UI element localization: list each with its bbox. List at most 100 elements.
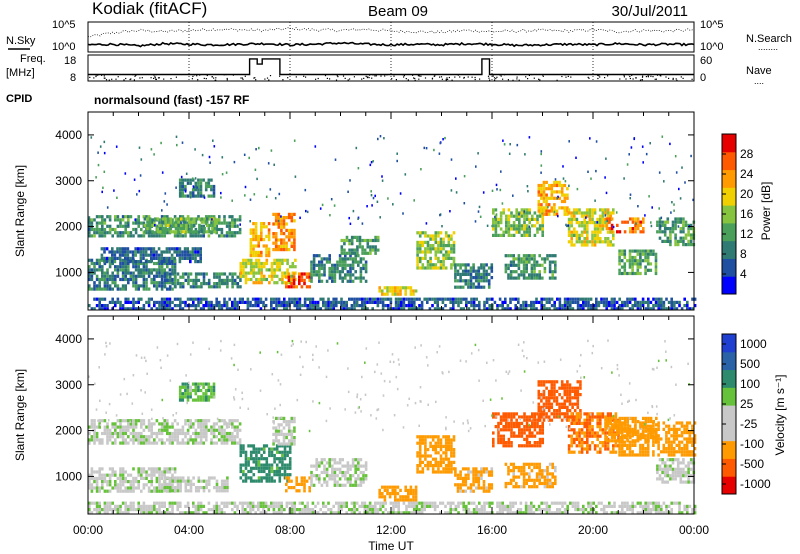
heatmap-cell: [129, 431, 133, 436]
heatmap-speck: [606, 219, 609, 223]
heatmap-cell: [176, 304, 179, 308]
heatmap-cell: [684, 243, 688, 247]
heatmap-cell: [315, 273, 318, 277]
heatmap-cell: [95, 227, 99, 232]
heatmap-cell: [420, 300, 424, 304]
heatmap-cell: [194, 221, 198, 225]
heatmap-cell: [661, 239, 664, 243]
heatmap-cell: [494, 208, 498, 212]
heatmap-cell: [518, 211, 521, 215]
heatmap-cell: [249, 228, 253, 232]
heatmap-cell: [290, 216, 294, 220]
heatmap-cell: [341, 483, 344, 487]
heatmap-cell: [145, 281, 148, 285]
heatmap-cell: [275, 265, 279, 269]
heatmap-cell: [129, 274, 133, 278]
heatmap-speck: [671, 201, 673, 204]
heatmap-cell: [168, 438, 172, 442]
heatmap-cell: [168, 486, 172, 490]
heatmap-cell: [652, 252, 655, 256]
heatmap-cell: [537, 183, 541, 188]
heatmap-cell: [298, 307, 302, 311]
heatmap-cell: [145, 438, 148, 442]
heatmap-cell: [223, 419, 226, 423]
heatmap-cell: [249, 476, 253, 480]
heatmap-cell: [194, 398, 198, 402]
heatmap-cell: [155, 268, 159, 272]
heatmap-cell: [121, 265, 125, 269]
heatmap-cell: [277, 439, 281, 443]
heatmap-cell: [150, 489, 153, 493]
heatmap-cell: [298, 489, 301, 493]
heatmap-cell: [528, 431, 531, 435]
heatmap-cell: [426, 454, 430, 458]
heatmap-cell: [228, 297, 231, 301]
nave-legend-dots: ....: [754, 76, 764, 86]
heatmap-cell: [418, 460, 422, 464]
heatmap-cell: [344, 470, 347, 475]
heatmap-cell: [528, 233, 531, 237]
heatmap-cell: [181, 428, 185, 432]
heatmap-cell: [283, 258, 287, 262]
heatmap-cell: [205, 431, 208, 436]
heatmap-speck: [673, 203, 675, 206]
heatmap-cell: [414, 488, 418, 492]
heatmap-speck: [191, 177, 194, 180]
heatmap-cell: [404, 495, 407, 499]
heatmap-cell: [371, 307, 374, 311]
heatmap-cell: [641, 304, 645, 308]
heatmap-cell: [566, 212, 569, 216]
heatmap-speck: [644, 214, 646, 217]
heatmap-cell: [160, 277, 164, 282]
nave-dot: [342, 75, 345, 77]
heatmap-cell: [179, 297, 182, 301]
nave-dot: [103, 77, 105, 79]
heatmap-cell: [204, 395, 208, 399]
heatmap-cell: [147, 268, 151, 272]
heatmap-cell: [309, 304, 312, 308]
heatmap-cell: [178, 392, 182, 396]
heatmap-cell: [95, 435, 99, 439]
heatmap-cell: [349, 279, 352, 283]
heatmap-cell: [314, 300, 317, 304]
heatmap-speck: [605, 157, 607, 160]
heatmap-cell: [499, 415, 503, 419]
heatmap-cell: [454, 467, 457, 471]
heatmap-cell: [397, 304, 400, 308]
heatmap-cell: [210, 304, 213, 308]
nave-dot: [496, 76, 498, 78]
heatmap-cell: [265, 476, 269, 480]
heatmap-cell: [636, 223, 640, 227]
heatmap-cell: [274, 244, 278, 248]
heatmap-cell: [682, 236, 685, 240]
heatmap-cell: [101, 297, 104, 301]
heatmap-speck: [381, 179, 384, 182]
heatmap-cell: [592, 307, 595, 311]
heatmap-cell: [606, 221, 610, 225]
heatmap-cell: [600, 300, 603, 304]
heatmap-speck: [244, 194, 246, 197]
heatmap-cell: [424, 231, 427, 235]
heatmap-cell: [155, 274, 159, 278]
heatmap-speck: [357, 217, 359, 220]
heatmap-cell: [121, 425, 125, 429]
heatmap-speck: [630, 146, 633, 149]
heatmap-cell: [426, 263, 430, 267]
heatmap-cell: [260, 271, 263, 275]
heatmap-speck: [280, 215, 282, 218]
heatmap-cell: [166, 272, 169, 276]
heatmap-cell: [158, 422, 161, 426]
heatmap-cell: [351, 273, 355, 277]
heatmap-cell: [132, 428, 135, 432]
heatmap-cell: [194, 382, 198, 386]
heatmap-cell: [103, 274, 107, 278]
heatmap-cell: [106, 422, 109, 426]
heatmap-cell: [318, 266, 321, 271]
heatmap-cell: [492, 211, 495, 215]
heatmap-cell: [350, 248, 354, 252]
heatmap-speck: [562, 165, 564, 168]
heatmap-cell: [285, 235, 288, 239]
heatmap-cell: [207, 398, 211, 402]
heatmap-cell: [285, 436, 288, 440]
heatmap-cell: [499, 233, 503, 237]
